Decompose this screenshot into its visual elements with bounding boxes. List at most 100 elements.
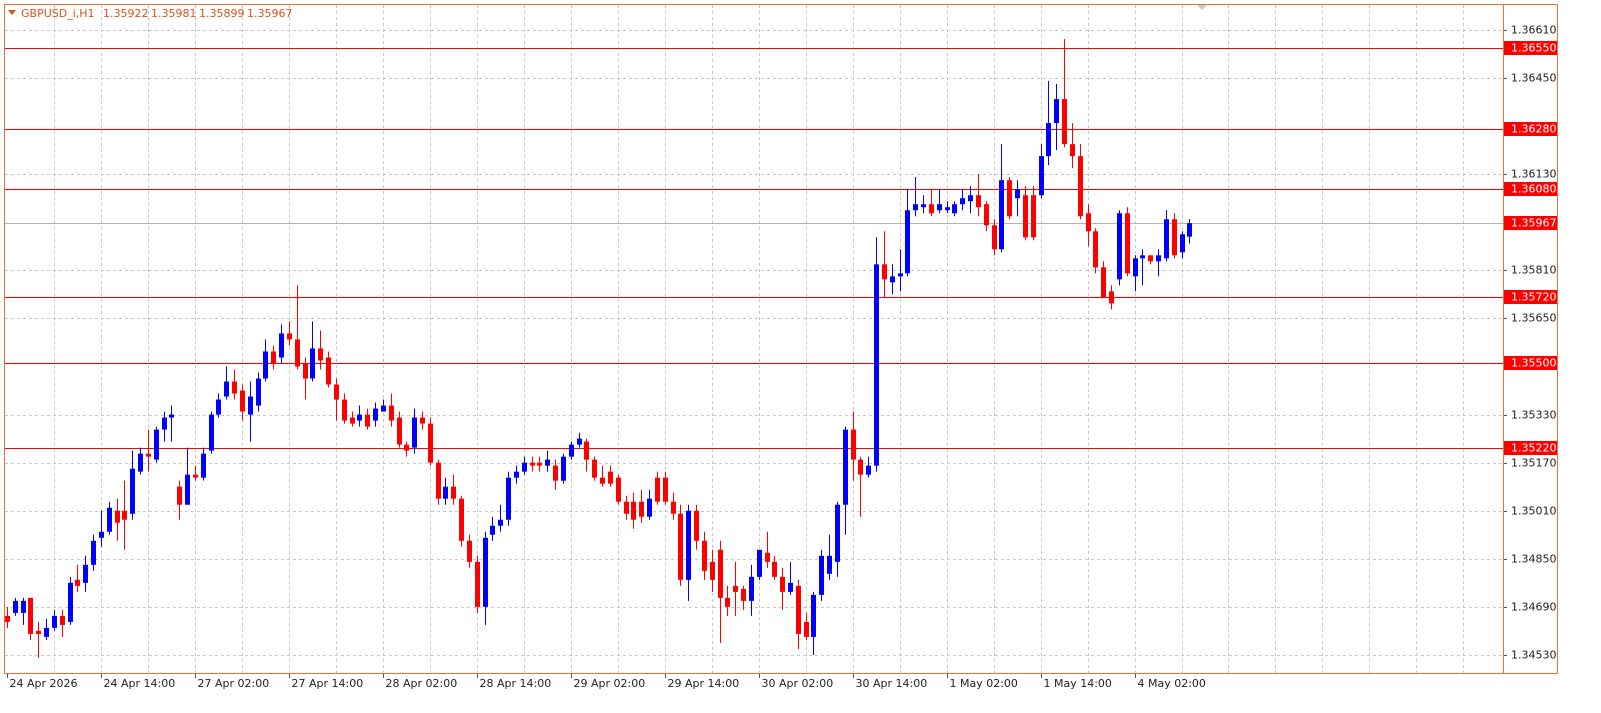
x-tick-label: 29 Apr 14:00: [668, 677, 740, 690]
level-label: 1.36080: [1511, 183, 1557, 196]
candle-body: [702, 540, 707, 571]
x-tick-label: 24 Apr 2026: [10, 677, 78, 690]
candle-body: [741, 588, 746, 601]
candle-body: [169, 414, 174, 418]
y-tick-label: 1.36130: [1511, 168, 1557, 181]
candle-body: [21, 600, 26, 613]
candle-body: [843, 429, 848, 505]
candle-body: [256, 378, 261, 406]
candle-body: [185, 474, 190, 505]
bid-label: 1.35967: [1511, 217, 1557, 230]
candle-body: [83, 564, 88, 583]
candle-body: [232, 381, 237, 394]
level-label: 1.35500: [1511, 357, 1557, 370]
candle-body: [851, 429, 856, 460]
candle-body: [483, 537, 488, 607]
x-tick-label: 27 Apr 02:00: [198, 677, 270, 690]
candle-body: [13, 600, 18, 613]
level-layer: [5, 48, 1503, 449]
candle-body: [287, 333, 292, 340]
candle-body: [490, 525, 495, 535]
candle-body: [514, 471, 519, 478]
axis-layer: 1.36610 1.36450 1.36130 1.35810 1.35650 1.353…: [7, 24, 1558, 690]
level-label: 1.36280: [1511, 123, 1557, 136]
candle-body: [968, 195, 973, 202]
candle-body: [397, 417, 402, 445]
bid-label-box: [1504, 216, 1558, 230]
candle-body: [1046, 123, 1051, 157]
candle-body: [882, 264, 887, 280]
candle-body: [303, 363, 308, 379]
grid-layer: [5, 5, 1503, 673]
candle-body: [905, 210, 910, 274]
x-tick-label: 4 May 02:00: [1138, 677, 1206, 690]
candle-body: [271, 351, 276, 364]
candle-body: [122, 510, 127, 520]
candle-body: [765, 552, 770, 562]
candle-body: [326, 357, 331, 385]
candle-body: [913, 204, 918, 211]
candle-body: [819, 555, 824, 595]
candle-body: [1086, 213, 1091, 232]
candle-body: [1101, 267, 1106, 298]
candle-body: [663, 477, 668, 502]
candle-body: [1133, 258, 1138, 277]
candle-body: [162, 417, 167, 430]
level-label-box: [1504, 290, 1558, 304]
candle-body: [780, 576, 785, 592]
candle-body: [733, 585, 738, 592]
x-tick-label: 29 Apr 02:00: [574, 677, 646, 690]
y-tick-label: 1.35810: [1511, 264, 1557, 277]
candle-body: [577, 438, 582, 445]
candle-body: [929, 204, 934, 214]
candle-body: [451, 486, 456, 499]
level-label-box: [1504, 356, 1558, 370]
y-tick-label: 1.36450: [1511, 72, 1557, 85]
candle-body: [443, 486, 448, 499]
candle-body: [248, 396, 253, 415]
candle-body: [694, 510, 699, 541]
x-tick-label: 24 Apr 14:00: [104, 677, 176, 690]
candle-body: [553, 465, 558, 481]
candle-body: [318, 348, 323, 361]
candle-body: [866, 465, 871, 475]
candle-body: [130, 468, 135, 514]
candle-body: [898, 273, 903, 277]
candle-body: [678, 513, 683, 580]
candle-body: [788, 582, 793, 592]
candle-body: [984, 204, 989, 226]
level-label-box: [1504, 182, 1558, 196]
candle-body: [1062, 99, 1067, 145]
candle-body: [1187, 223, 1192, 237]
candle-body: [428, 423, 433, 463]
candle-body: [154, 429, 159, 460]
candle-body: [1070, 144, 1075, 157]
candle-body: [342, 399, 347, 421]
candle-body: [436, 462, 441, 499]
candle-body: [530, 462, 535, 466]
candle-body: [5, 615, 10, 622]
candle-body: [1164, 219, 1169, 259]
candle-body: [310, 348, 315, 379]
candle-body: [146, 453, 151, 457]
candle-body: [350, 417, 355, 424]
candle-body: [263, 351, 268, 379]
candle-body: [1148, 255, 1153, 262]
candle-body: [921, 204, 926, 208]
header-open: 1.35922: [103, 7, 149, 20]
candle-body: [999, 180, 1004, 250]
candle-body: [1109, 291, 1114, 304]
candle-body: [992, 225, 997, 250]
candle-body: [874, 264, 879, 466]
candle-body: [1054, 99, 1059, 124]
candle-body: [177, 486, 182, 505]
candle-body: [749, 576, 754, 601]
candle-body: [373, 408, 378, 421]
x-tick-label: 1 May 02:00: [950, 677, 1018, 690]
candle-body: [209, 414, 214, 451]
candle-body: [279, 333, 284, 358]
candle-body: [835, 504, 840, 562]
candle-body: [584, 441, 589, 460]
candle-body: [1172, 219, 1177, 256]
